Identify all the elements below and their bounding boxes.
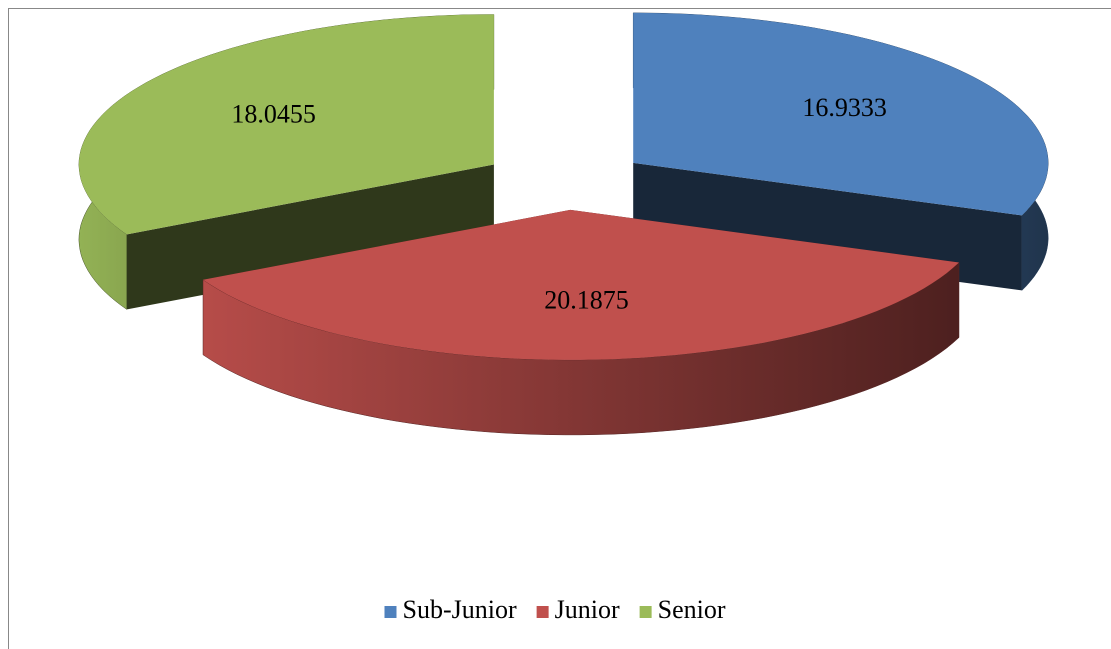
slice: 20.1875	[202, 209, 960, 436]
legend-label: Senior	[658, 595, 726, 624]
slice	[203, 209, 959, 360]
legend-swatch	[384, 606, 397, 618]
data-label: 16.9333	[802, 93, 887, 122]
legend: Sub-Junior Junior Senior	[384, 595, 726, 624]
data-label: 18.0455	[231, 99, 316, 128]
slice: 18.0455	[78, 14, 495, 310]
slice	[633, 12, 1049, 216]
legend-swatch	[536, 606, 549, 618]
slice-radial-side	[126, 164, 494, 310]
legend-label: Sub-Junior	[402, 595, 516, 624]
slice	[78, 14, 494, 235]
legend-label: Junior	[555, 595, 620, 624]
data-label: 20.1875	[544, 286, 629, 315]
pie: 16.9333 18.0455 20.1875	[78, 12, 1049, 436]
legend-swatch	[639, 606, 652, 618]
